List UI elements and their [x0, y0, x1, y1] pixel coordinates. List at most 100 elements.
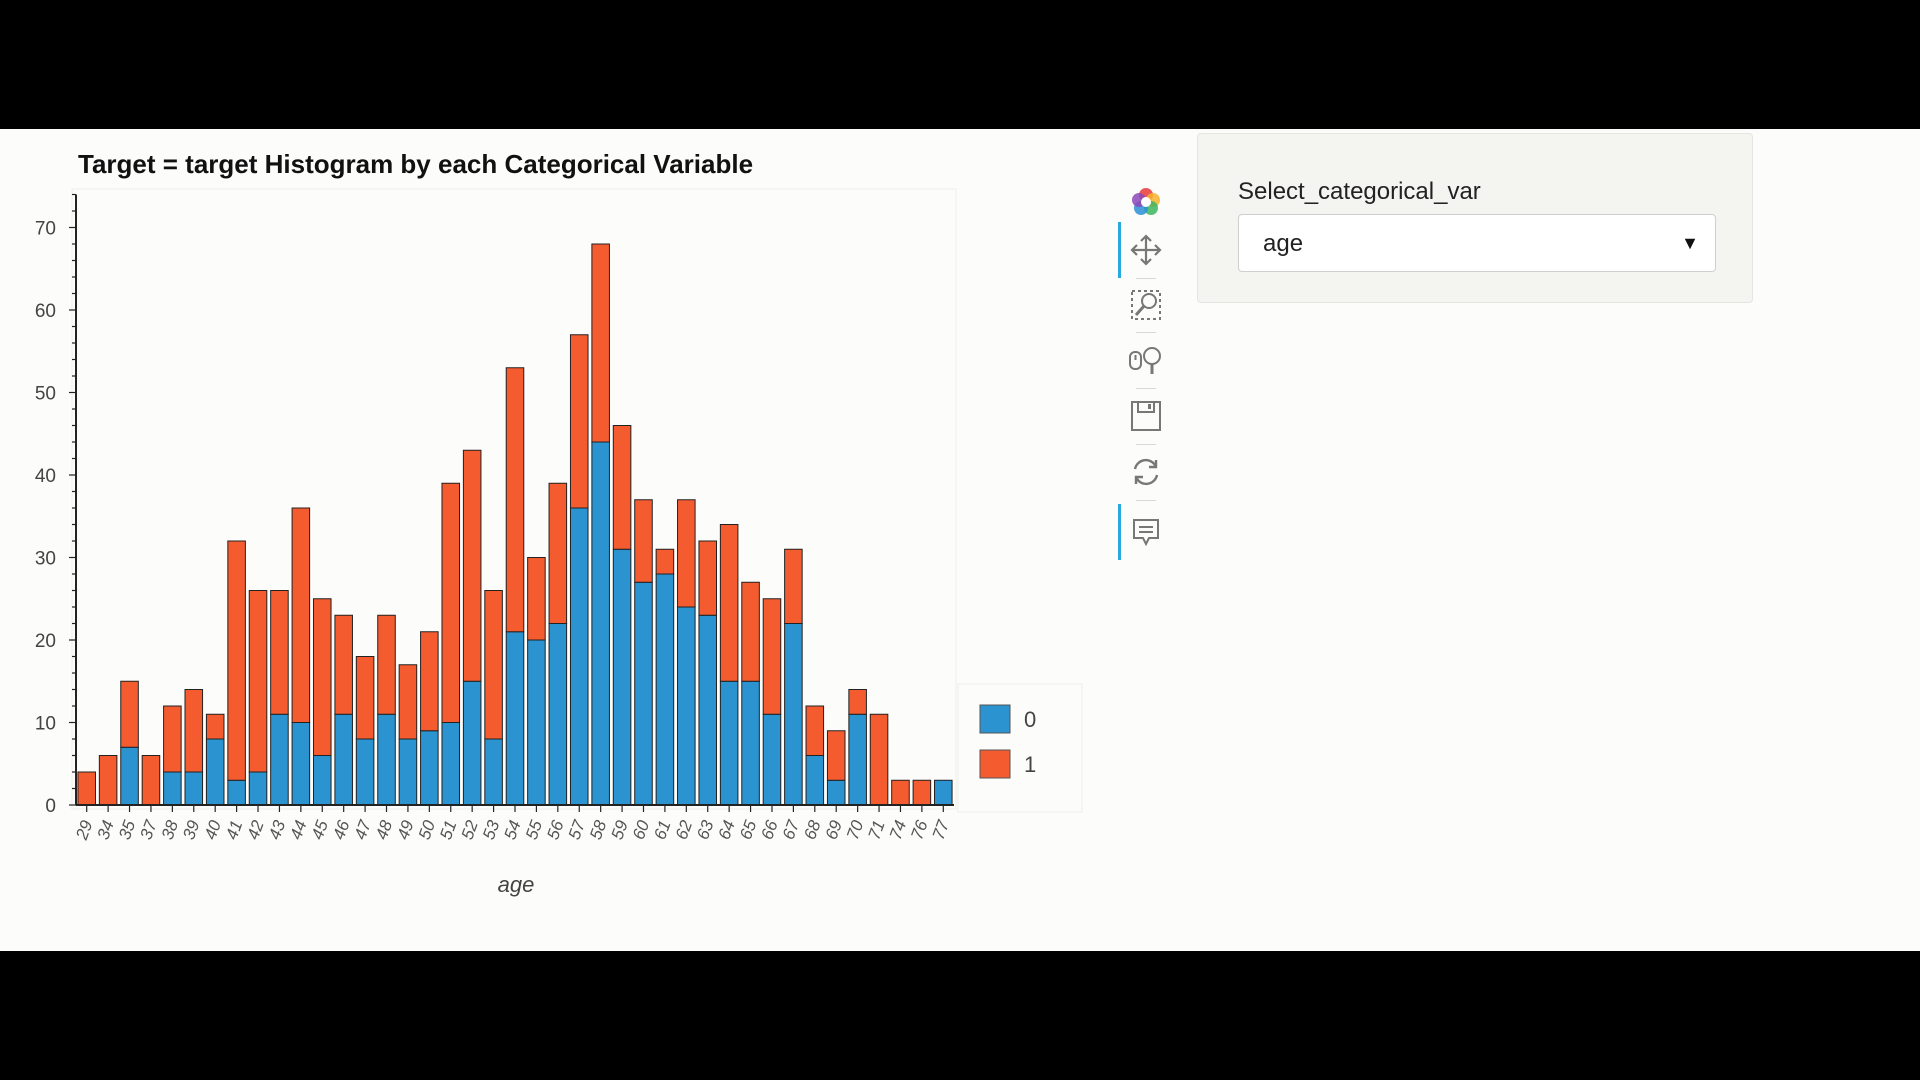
- bar-series-0[interactable]: [677, 606, 696, 806]
- bar-series-1[interactable]: [227, 540, 246, 781]
- bar-series-0[interactable]: [334, 713, 353, 806]
- bar-series-0[interactable]: [634, 581, 653, 806]
- pan-move-icon[interactable]: [1128, 232, 1164, 268]
- bar-series-0[interactable]: [698, 614, 718, 806]
- bar-series-0[interactable]: [420, 730, 439, 806]
- x-tick-label: 68: [800, 817, 825, 842]
- x-tick-label: 47: [351, 817, 376, 842]
- wheel-zoom-icon[interactable]: [1128, 342, 1164, 378]
- bar-series-0[interactable]: [655, 573, 675, 806]
- bar-series-1[interactable]: [270, 590, 289, 715]
- bar-series-0[interactable]: [441, 722, 461, 806]
- bar-series-1[interactable]: [677, 499, 696, 608]
- bar-series-0[interactable]: [291, 722, 311, 806]
- bar-series-1[interactable]: [462, 449, 482, 682]
- toolbar-divider: [1136, 500, 1156, 501]
- bar-series-1[interactable]: [741, 581, 760, 682]
- legend-swatch: [979, 749, 1011, 779]
- bar-series-1[interactable]: [869, 713, 889, 806]
- bar-series-0[interactable]: [805, 755, 825, 806]
- bar-series-1[interactable]: [912, 779, 932, 806]
- bar-series-0[interactable]: [462, 680, 482, 806]
- x-tick-label: 59: [608, 817, 633, 842]
- bar-series-1[interactable]: [398, 664, 418, 740]
- bar-series-1[interactable]: [184, 689, 204, 773]
- bokeh-logo-icon[interactable]: [1128, 184, 1164, 220]
- bar-series-0[interactable]: [784, 623, 803, 806]
- bar-series-1[interactable]: [826, 730, 846, 781]
- x-tick-label: 52: [458, 817, 483, 842]
- bar-series-0[interactable]: [591, 441, 610, 806]
- bar-series-1[interactable]: [377, 614, 396, 715]
- categorical-var-select[interactable]: age ▼: [1238, 214, 1716, 272]
- hover-active-indicator: [1118, 504, 1121, 560]
- bar-series-1[interactable]: [505, 367, 525, 633]
- x-tick-label: 40: [201, 817, 226, 842]
- bar-series-0[interactable]: [762, 713, 782, 806]
- bar-series-0[interactable]: [184, 771, 204, 806]
- bar-series-1[interactable]: [527, 557, 546, 641]
- bar-series-0[interactable]: [527, 639, 546, 806]
- bar-series-1[interactable]: [312, 598, 332, 756]
- bar-series-0[interactable]: [248, 771, 268, 806]
- bar-series-0[interactable]: [398, 738, 418, 806]
- bar-series-1[interactable]: [698, 540, 718, 616]
- bar-series-0[interactable]: [270, 713, 289, 806]
- bar-series-0[interactable]: [312, 755, 332, 806]
- bar-series-0[interactable]: [548, 623, 568, 806]
- bar-series-0[interactable]: [719, 680, 739, 806]
- bar-series-0[interactable]: [505, 631, 525, 806]
- bar-series-1[interactable]: [98, 755, 118, 806]
- bar-series-1[interactable]: [77, 771, 96, 806]
- bar-series-1[interactable]: [569, 334, 589, 509]
- bar-series-0[interactable]: [355, 738, 375, 806]
- bar-series-1[interactable]: [805, 705, 825, 756]
- bar-series-0[interactable]: [377, 713, 396, 806]
- bar-series-1[interactable]: [784, 548, 803, 624]
- bar-series-1[interactable]: [120, 680, 139, 748]
- toolbar-divider: [1136, 388, 1156, 389]
- save-icon[interactable]: [1128, 398, 1164, 434]
- bar-series-0[interactable]: [120, 746, 139, 806]
- bar-series-1[interactable]: [612, 425, 632, 550]
- bar-series-1[interactable]: [420, 631, 439, 732]
- bar-series-0[interactable]: [741, 680, 760, 806]
- bar-series-1[interactable]: [848, 689, 867, 715]
- y-tick-label: 10: [35, 714, 56, 735]
- bar-series-1[interactable]: [248, 590, 268, 773]
- bar-series-1[interactable]: [655, 548, 675, 575]
- bar-series-1[interactable]: [355, 656, 375, 740]
- reset-icon[interactable]: [1128, 454, 1164, 490]
- bar-series-1[interactable]: [141, 755, 161, 806]
- bar-series-0[interactable]: [205, 738, 225, 806]
- bar-series-1[interactable]: [719, 524, 739, 682]
- x-tick-label: 43: [265, 817, 290, 842]
- y-tick-label: 70: [35, 219, 56, 240]
- chart-title: Target = target Histogram by each Catego…: [78, 149, 753, 179]
- box-zoom-icon[interactable]: [1128, 287, 1164, 323]
- hover-tooltip-icon[interactable]: [1128, 514, 1164, 550]
- bar-series-1[interactable]: [291, 507, 311, 723]
- bar-series-0[interactable]: [826, 779, 846, 806]
- bar-series-1[interactable]: [205, 713, 225, 740]
- bar-series-0[interactable]: [227, 779, 246, 806]
- bar-series-1[interactable]: [548, 482, 568, 624]
- bar-series-0[interactable]: [934, 779, 953, 806]
- bar-series-1[interactable]: [634, 499, 653, 583]
- bar-series-1[interactable]: [334, 614, 353, 715]
- bar-series-1[interactable]: [762, 598, 782, 715]
- bar-series-0[interactable]: [612, 548, 632, 806]
- bar-series-1[interactable]: [163, 705, 182, 773]
- x-tick-label: 70: [843, 817, 868, 842]
- bar-series-0[interactable]: [484, 738, 503, 806]
- bar-series-1[interactable]: [591, 243, 610, 443]
- bar-series-1[interactable]: [891, 779, 910, 806]
- bar-series-1[interactable]: [441, 482, 461, 723]
- x-axis-label: age: [498, 872, 535, 897]
- x-tick-label: 35: [115, 817, 140, 842]
- bar-series-0[interactable]: [848, 713, 867, 806]
- bar-series-1[interactable]: [484, 590, 503, 740]
- bar-series-0[interactable]: [163, 771, 182, 806]
- bar-series-0[interactable]: [569, 507, 589, 806]
- x-tick-label: 57: [565, 817, 590, 842]
